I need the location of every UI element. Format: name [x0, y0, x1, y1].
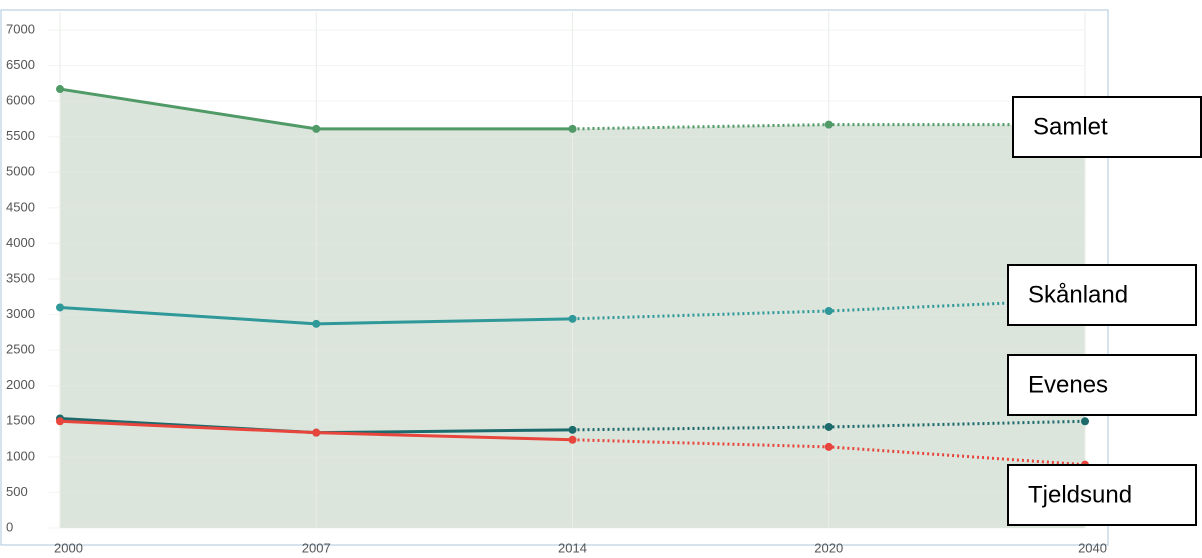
- point: [56, 85, 64, 94]
- y-tick-label: 4000: [6, 235, 35, 250]
- series-label-box: [1007, 464, 1197, 526]
- y-tick-label: 7000: [6, 21, 35, 36]
- point: [312, 319, 321, 328]
- series-label: Samlet: [1033, 113, 1108, 140]
- series-label: Skånland: [1028, 281, 1128, 308]
- point: [568, 435, 577, 444]
- point: [56, 303, 64, 312]
- point: [568, 124, 577, 133]
- point: [568, 425, 577, 434]
- point: [824, 422, 833, 431]
- series-label-box: [1007, 264, 1197, 326]
- point: [568, 314, 577, 323]
- y-tick-label: 6000: [6, 93, 35, 108]
- x-tick-label: 2040: [1078, 540, 1107, 555]
- series-label: Evenes: [1028, 371, 1108, 398]
- point: [824, 442, 833, 451]
- y-tick-label: 3000: [6, 306, 35, 321]
- x-tick-label: 2007: [302, 540, 331, 555]
- y-tick-label: 1500: [6, 413, 35, 428]
- x-tick-label: 2014: [558, 540, 587, 555]
- y-tick-label: 3500: [6, 270, 35, 285]
- y-tick-label: 2500: [6, 342, 35, 357]
- point: [824, 307, 833, 316]
- y-tick-label: 500: [6, 484, 28, 499]
- y-tick-label: 4500: [6, 199, 35, 214]
- y-tick-label: 5000: [6, 164, 35, 179]
- x-tick-label: 2000: [54, 540, 83, 555]
- point: [312, 124, 321, 133]
- y-tick-label: 6500: [6, 57, 35, 72]
- series-label-box: [1012, 96, 1202, 158]
- point: [824, 120, 833, 129]
- point: [1081, 417, 1089, 426]
- y-tick-label: 1000: [6, 448, 35, 463]
- series-label: Tjeldsund: [1028, 481, 1132, 508]
- point: [312, 428, 321, 437]
- y-tick-label: 5500: [6, 128, 35, 143]
- point: [56, 417, 64, 426]
- x-tick-label: 2020: [814, 540, 843, 555]
- y-tick-label: 0: [6, 519, 13, 534]
- series-label-box: [1007, 354, 1197, 416]
- y-tick-label: 2000: [6, 377, 35, 392]
